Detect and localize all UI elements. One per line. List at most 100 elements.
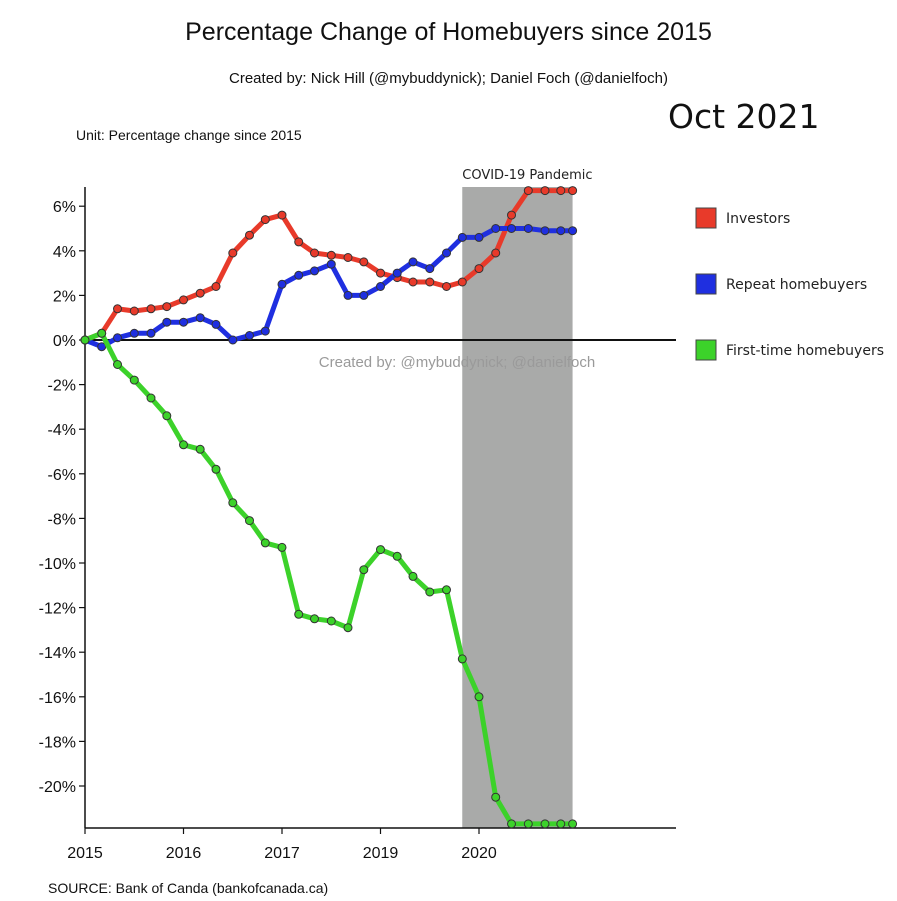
investors-point	[540, 186, 550, 196]
repeat-homebuyers-point	[507, 224, 516, 233]
repeat-homebuyers-point	[425, 264, 435, 274]
first-time-homebuyers-point	[556, 819, 566, 829]
first-time-homebuyers-point	[507, 819, 516, 829]
chart-axes: 6% 4% 2% 0% -2% -4% -6% -8% -10% -12% -14% -16% -18%…	[39, 187, 676, 862]
repeat-homebuyers-point	[568, 226, 578, 236]
repeat-homebuyers-point	[474, 232, 484, 242]
first-time-homebuyers-point	[310, 614, 319, 624]
first-time-homebuyers-point	[523, 819, 533, 829]
source-note: SOURCE: Bank of Canda (bankofcanada.ca)	[48, 880, 329, 896]
x-tick-label: 2019	[363, 845, 399, 862]
investors-point	[113, 304, 122, 314]
first-time-homebuyers-point	[260, 538, 270, 548]
x-tick-label: 2020	[461, 845, 497, 862]
repeat-homebuyers-point	[146, 328, 156, 338]
repeat-homebuyers-point	[523, 224, 533, 233]
repeat-homebuyers-point	[310, 266, 319, 276]
first-time-homebuyers-point	[277, 542, 287, 552]
x-tick-label: 2016	[166, 845, 202, 862]
repeat-homebuyers-point	[179, 317, 188, 327]
repeat-homebuyers-point	[245, 331, 254, 340]
legend-swatch-first-time-homebuyers	[695, 339, 717, 361]
repeat-homebuyers-point	[195, 313, 205, 323]
repeat-homebuyers-point	[359, 290, 369, 300]
investors-point	[211, 282, 221, 291]
investors-point	[245, 230, 254, 240]
first-time-homebuyers-point	[162, 411, 172, 421]
investors-point	[359, 257, 369, 267]
legend-label-investors: Investors	[726, 211, 790, 227]
investors-point	[310, 248, 319, 258]
chart-watermark: Created by: @mybuddynick; @danielfoch	[319, 354, 595, 371]
first-time-homebuyers-point	[179, 440, 188, 450]
repeat-homebuyers-point	[211, 319, 221, 329]
repeat-homebuyers-point	[162, 317, 172, 327]
investors-point	[491, 248, 501, 258]
repeat-homebuyers-point	[457, 232, 467, 242]
first-time-homebuyers-point	[97, 328, 107, 338]
investors-point	[376, 268, 385, 278]
first-time-homebuyers-point	[146, 393, 156, 403]
first-time-homebuyers-point	[392, 551, 402, 561]
first-time-homebuyers-point	[474, 692, 484, 702]
covid-region-label: COVID-19 Pandemic	[462, 168, 592, 183]
investors-point	[195, 288, 205, 298]
investors-point	[129, 306, 139, 316]
legend-swatch-repeat-homebuyers	[695, 273, 717, 295]
investors-point	[408, 277, 418, 287]
first-time-homebuyers-point	[211, 464, 221, 474]
y-tick-label: -18%	[39, 734, 76, 751]
chart-subtitle: Created by: Nick Hill (@mybuddynick); Da…	[229, 70, 668, 87]
y-tick-label: -12%	[39, 601, 76, 618]
repeat-homebuyers-point	[260, 326, 270, 336]
y-tick-label: 4%	[53, 244, 76, 261]
investors-point	[523, 186, 533, 196]
first-time-homebuyers-point	[129, 375, 139, 385]
investors-point	[260, 215, 270, 225]
y-tick-label: 6%	[53, 199, 76, 216]
y-tick-label: -4%	[48, 422, 76, 439]
first-time-homebuyers-point	[195, 444, 205, 454]
repeat-homebuyers-point	[326, 259, 336, 269]
y-tick-label: 2%	[53, 288, 76, 305]
legend-label-repeat-homebuyers: Repeat homebuyers	[726, 277, 867, 293]
investors-point	[228, 248, 238, 258]
unit-label: Unit: Percentage change since 2015	[76, 127, 302, 143]
first-time-homebuyers-point	[359, 565, 369, 575]
investors-point	[146, 304, 156, 314]
investors-point	[442, 282, 451, 291]
y-tick-label: -6%	[48, 467, 76, 484]
y-tick-label: 0%	[53, 333, 76, 350]
repeat-homebuyers-point	[228, 335, 238, 345]
first-time-homebuyers-point	[491, 792, 501, 802]
x-tick-label: 2017	[264, 845, 300, 862]
chart-legend: Investors Repeat homebuyers First-time hom…	[695, 207, 884, 361]
investors-point	[326, 250, 336, 260]
first-time-homebuyers-point	[80, 335, 90, 345]
first-time-homebuyers-point	[457, 654, 467, 664]
repeat-homebuyers-point	[277, 279, 287, 289]
legend-swatch-investors	[695, 207, 717, 229]
repeat-homebuyers-point	[408, 257, 418, 267]
investors-point	[294, 237, 304, 247]
legend-label-first-time-homebuyers: First-time homebuyers	[726, 343, 884, 359]
investors-point	[474, 264, 484, 274]
repeat-homebuyers-point	[442, 248, 451, 258]
investors-point	[568, 186, 578, 196]
x-tick-label: 2015	[67, 845, 103, 862]
repeat-homebuyers-point	[376, 282, 385, 291]
covid-region-rect	[462, 187, 573, 828]
y-tick-label: -8%	[48, 511, 76, 528]
investors-point	[343, 253, 353, 262]
repeat-homebuyers-point	[392, 268, 402, 278]
repeat-homebuyers-point	[491, 224, 501, 233]
repeat-homebuyers-point	[113, 333, 122, 343]
investors-point	[277, 210, 287, 220]
first-time-homebuyers-point	[294, 609, 304, 619]
y-tick-label: -2%	[48, 378, 76, 395]
first-time-homebuyers-point	[113, 360, 122, 369]
first-time-homebuyers-point	[228, 498, 238, 508]
investors-point	[179, 295, 188, 305]
first-time-homebuyers-point	[425, 587, 435, 597]
